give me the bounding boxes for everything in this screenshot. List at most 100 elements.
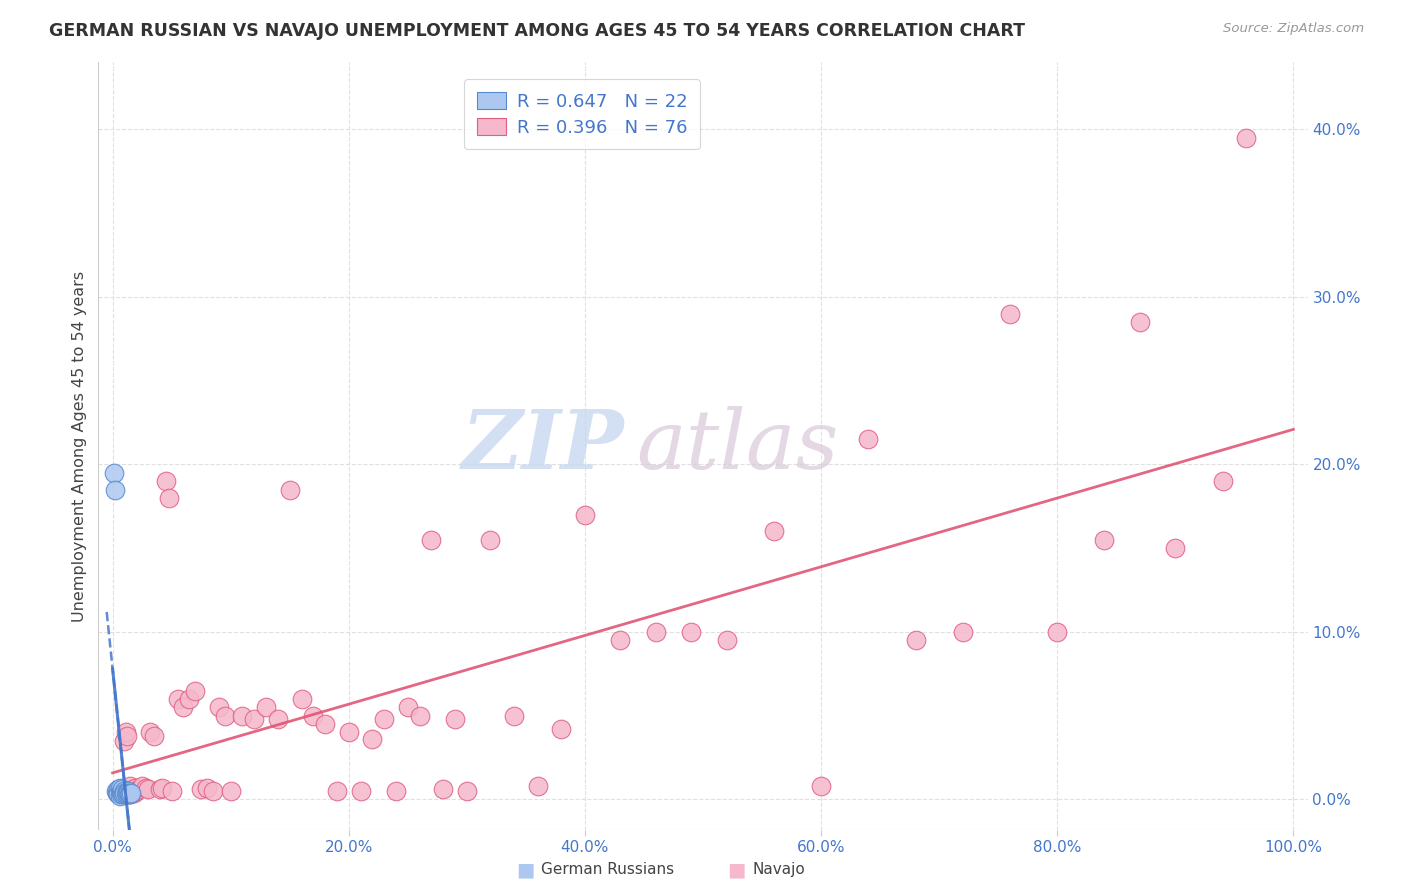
Point bbox=[172, 700, 194, 714]
Point bbox=[432, 782, 454, 797]
Point bbox=[326, 784, 349, 798]
Point bbox=[105, 784, 128, 798]
Point bbox=[1212, 474, 1234, 488]
Text: ZIP: ZIP bbox=[461, 406, 624, 486]
Point bbox=[117, 784, 139, 798]
Point bbox=[120, 788, 142, 802]
Point bbox=[112, 733, 135, 747]
Point bbox=[150, 780, 173, 795]
Point bbox=[118, 788, 141, 802]
Point bbox=[479, 533, 502, 547]
Point bbox=[231, 708, 253, 723]
Point bbox=[112, 786, 135, 800]
Point bbox=[408, 708, 430, 723]
Point bbox=[314, 717, 336, 731]
Point bbox=[125, 784, 148, 798]
Point bbox=[108, 788, 131, 802]
Point bbox=[219, 784, 242, 798]
Point bbox=[108, 789, 131, 803]
Point bbox=[111, 786, 134, 800]
Point bbox=[302, 708, 325, 723]
Point bbox=[115, 788, 138, 802]
Point bbox=[373, 712, 395, 726]
Point bbox=[337, 725, 360, 739]
Point bbox=[160, 784, 183, 798]
Point bbox=[349, 784, 371, 798]
Point bbox=[103, 466, 125, 480]
Point bbox=[278, 483, 301, 497]
Point bbox=[503, 708, 526, 723]
Point bbox=[155, 474, 177, 488]
Point bbox=[681, 624, 703, 639]
Point bbox=[762, 524, 785, 539]
Point bbox=[290, 692, 312, 706]
Point bbox=[121, 786, 143, 800]
Text: ■: ■ bbox=[516, 860, 534, 880]
Point bbox=[111, 782, 134, 797]
Point bbox=[166, 692, 188, 706]
Point bbox=[526, 779, 548, 793]
Point bbox=[904, 633, 927, 648]
Point bbox=[574, 508, 596, 522]
Text: ■: ■ bbox=[727, 860, 745, 880]
Point bbox=[110, 784, 132, 798]
Point bbox=[1129, 315, 1152, 329]
Point bbox=[267, 712, 290, 726]
Point bbox=[190, 782, 212, 797]
Point bbox=[131, 779, 153, 793]
Point bbox=[385, 784, 408, 798]
Text: atlas: atlas bbox=[637, 406, 839, 486]
Point bbox=[111, 786, 134, 800]
Point bbox=[456, 784, 478, 798]
Point bbox=[114, 725, 136, 739]
Point bbox=[184, 683, 207, 698]
Point bbox=[420, 533, 443, 547]
Text: Source: ZipAtlas.com: Source: ZipAtlas.com bbox=[1223, 22, 1364, 36]
Point bbox=[122, 786, 145, 800]
Point bbox=[142, 729, 165, 743]
Point bbox=[107, 788, 129, 802]
Point bbox=[135, 780, 157, 795]
Point bbox=[858, 432, 880, 446]
Point bbox=[644, 624, 666, 639]
Text: Navajo: Navajo bbox=[752, 863, 806, 877]
Point bbox=[1164, 541, 1187, 556]
Point bbox=[1046, 624, 1069, 639]
Point bbox=[108, 780, 131, 795]
Point bbox=[139, 725, 162, 739]
Text: GERMAN RUSSIAN VS NAVAJO UNEMPLOYMENT AMONG AGES 45 TO 54 YEARS CORRELATION CHAR: GERMAN RUSSIAN VS NAVAJO UNEMPLOYMENT AM… bbox=[49, 22, 1025, 40]
Point bbox=[716, 633, 738, 648]
Point bbox=[179, 692, 201, 706]
Point bbox=[149, 782, 172, 797]
Point bbox=[104, 483, 127, 497]
Point bbox=[952, 624, 974, 639]
Point bbox=[254, 700, 277, 714]
Point bbox=[998, 307, 1021, 321]
Point bbox=[117, 786, 139, 800]
Text: German Russians: German Russians bbox=[541, 863, 675, 877]
Point bbox=[115, 729, 138, 743]
Point bbox=[114, 786, 136, 800]
Point bbox=[243, 712, 266, 726]
Point bbox=[810, 779, 832, 793]
Point bbox=[195, 780, 218, 795]
Point bbox=[121, 784, 143, 798]
Point bbox=[107, 782, 129, 797]
Point bbox=[128, 782, 150, 797]
Point bbox=[208, 700, 231, 714]
Point bbox=[1234, 130, 1257, 145]
Point bbox=[120, 779, 142, 793]
Point bbox=[110, 788, 132, 802]
Point bbox=[550, 722, 572, 736]
Point bbox=[396, 700, 419, 714]
Point bbox=[121, 782, 143, 797]
Point bbox=[124, 780, 146, 795]
Point bbox=[361, 732, 384, 747]
Point bbox=[120, 788, 142, 802]
Legend: R = 0.647   N = 22, R = 0.396   N = 76: R = 0.647 N = 22, R = 0.396 N = 76 bbox=[464, 79, 700, 149]
Point bbox=[444, 712, 467, 726]
Point bbox=[201, 784, 224, 798]
Point bbox=[136, 782, 159, 797]
Point bbox=[117, 786, 139, 800]
Y-axis label: Unemployment Among Ages 45 to 54 years: Unemployment Among Ages 45 to 54 years bbox=[72, 270, 87, 622]
